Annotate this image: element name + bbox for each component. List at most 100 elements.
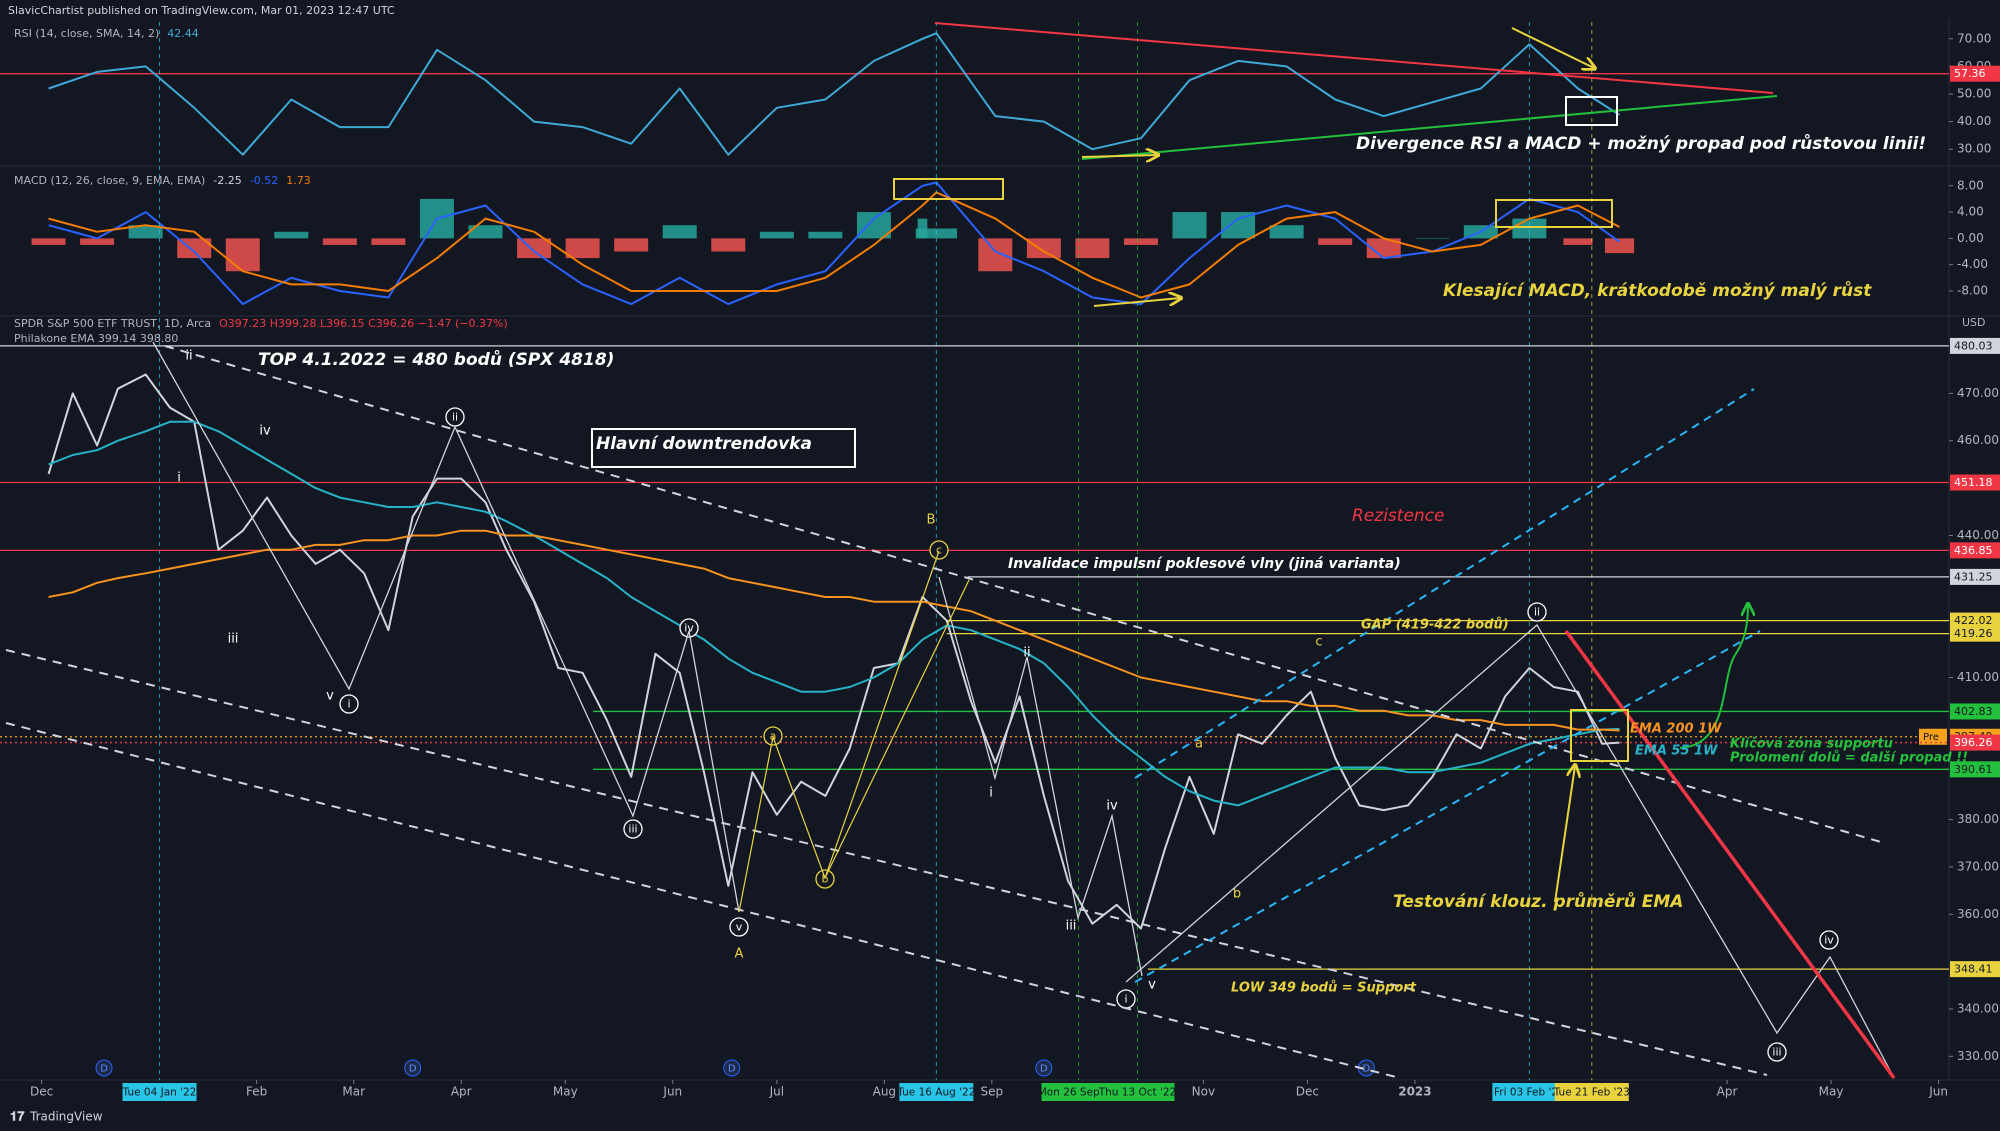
annotation: GAP (419-422 bodů) bbox=[1361, 618, 1509, 633]
wave-label: iii bbox=[1772, 1046, 1781, 1059]
histogram-bar bbox=[917, 218, 928, 239]
price-label-bg bbox=[1950, 612, 2000, 629]
histogram-bar bbox=[177, 238, 212, 259]
legend-title: MACD (12, 26, close, 9, EMA, EMA) bbox=[14, 174, 205, 187]
histogram-bar bbox=[468, 225, 503, 239]
date-marker-bg bbox=[1100, 1083, 1175, 1101]
price-label-bg bbox=[1950, 337, 2000, 354]
x-tick-label: Dec bbox=[30, 1085, 53, 1099]
wave-circle bbox=[623, 819, 643, 839]
histogram-bar bbox=[1123, 238, 1158, 245]
legends: RSI (14, close, SMA, 14, 2) 42.44 MACD (1… bbox=[14, 27, 1986, 345]
publisher: SlavicChartist published on TradingView.… bbox=[8, 4, 395, 17]
wave-label: i bbox=[1124, 993, 1127, 1006]
histogram-bar bbox=[128, 225, 163, 239]
histogram-bar bbox=[274, 231, 309, 239]
x-tick-label: Jun bbox=[1928, 1085, 1948, 1099]
y-tick-label: 30.00 bbox=[1957, 142, 1991, 156]
wave-label: c bbox=[936, 544, 942, 557]
wave-label: iii bbox=[628, 823, 637, 836]
annotation: Klesající MACD, krátkodobě možný malý rů… bbox=[1443, 280, 1872, 301]
annotation: LOW 349 bodů = Support bbox=[1231, 981, 1417, 996]
wave-label: i bbox=[347, 698, 350, 711]
line-series bbox=[48, 420, 1620, 807]
histogram-bar bbox=[614, 238, 649, 252]
legend-title: RSI (14, close, SMA, 14, 2) bbox=[14, 27, 159, 40]
histogram-bar bbox=[1318, 238, 1353, 245]
x-tick-label: Apr bbox=[451, 1085, 472, 1099]
date-marker-bg bbox=[899, 1083, 974, 1101]
wave-label: iv bbox=[1824, 934, 1834, 947]
annotation: Hlavní downtrendovka bbox=[596, 434, 812, 454]
dividend-label: D bbox=[1040, 1064, 1048, 1075]
legend-indicator: Philakone EMA 399.14 398.80 bbox=[14, 332, 178, 345]
wave-label: iii bbox=[228, 632, 239, 647]
y-tick-label: 340.00 bbox=[1957, 1001, 1999, 1015]
wave-label: v bbox=[326, 689, 334, 704]
wave-label: iv bbox=[1106, 799, 1118, 814]
dividend-label: D bbox=[1363, 1064, 1371, 1075]
date-marker-label: Tue 16 Aug '22 bbox=[896, 1087, 975, 1099]
drawings bbox=[5, 22, 1896, 1080]
price-label: 396.26 bbox=[1954, 736, 1993, 749]
date-marker-label: Fri 03 Feb '23 bbox=[1494, 1087, 1565, 1099]
price-label: 431.25 bbox=[1954, 570, 1993, 583]
histogram-bar bbox=[978, 238, 1013, 272]
wave-label: A bbox=[735, 947, 744, 962]
histogram-bar bbox=[856, 212, 891, 239]
price-tag: Pre bbox=[1923, 732, 1939, 743]
wave-label: v bbox=[736, 921, 743, 934]
line-series bbox=[47, 373, 1620, 930]
price-label-bg bbox=[1950, 65, 2000, 82]
histogram-bar bbox=[1366, 238, 1401, 259]
legend-value: -2.25 bbox=[213, 174, 241, 187]
wave-circle bbox=[679, 618, 699, 638]
annotation: TOP 4.1.2022 = 480 bodů (SPX 4818) bbox=[258, 349, 614, 370]
footer: 𝟏𝟕 TradingView bbox=[10, 1110, 103, 1125]
price-label: 422.02 bbox=[1954, 614, 1993, 627]
histogram-bar bbox=[371, 238, 406, 245]
y-tick-label: 440.00 bbox=[1957, 528, 1999, 542]
price-label-bg bbox=[1950, 734, 2000, 751]
y-tick-label: 40.00 bbox=[1957, 114, 1991, 128]
y-tick-label: 380.00 bbox=[1957, 812, 1999, 826]
y-tick-label: 70.00 bbox=[1957, 31, 1991, 45]
y-tick-label: 370.00 bbox=[1957, 859, 1999, 873]
line-series bbox=[48, 529, 1620, 732]
wave-circle bbox=[729, 917, 749, 937]
price-label-bg bbox=[1950, 961, 2000, 978]
wave-label: iv bbox=[684, 622, 694, 635]
date-marker-bg bbox=[1041, 1083, 1116, 1101]
series-label: EMA 55 1W bbox=[1635, 744, 1718, 759]
line-series bbox=[48, 191, 1620, 299]
price-label-bg bbox=[1950, 761, 2000, 778]
histogram-bar bbox=[1415, 238, 1450, 239]
currency: USD bbox=[1962, 316, 1986, 329]
histogram-bar bbox=[1269, 225, 1304, 239]
wave-label: i bbox=[989, 786, 993, 801]
legend: MACD (12, 26, close, 9, EMA, EMA) -2.25 -0… bbox=[14, 174, 311, 187]
annotation: Testování klouz. průměrů EMA bbox=[1393, 891, 1683, 912]
histogram-bar bbox=[1075, 238, 1110, 259]
dividend-label: D bbox=[100, 1064, 108, 1075]
y-tick-label: 4.00 bbox=[1957, 205, 1984, 219]
y-tick-label: 460.00 bbox=[1957, 433, 1999, 447]
price-label: 390.61 bbox=[1954, 763, 1993, 776]
histogram-bar bbox=[1172, 212, 1207, 239]
x-tick-label: May bbox=[553, 1085, 578, 1099]
date-marker-label: Thu 13 Oct '22 bbox=[1098, 1087, 1177, 1099]
histogram-bar bbox=[808, 231, 843, 239]
legend-title: SPDR S&P 500 ETF TRUST, 1D, Arca bbox=[14, 317, 211, 330]
price-label-bg bbox=[1950, 568, 2000, 585]
legend-value: 1.73 bbox=[286, 174, 311, 187]
wave-label: b bbox=[1233, 887, 1241, 902]
wave-label: v bbox=[1148, 978, 1156, 993]
x-tick-label: 2023 bbox=[1398, 1085, 1431, 1099]
legend: SPDR S&P 500 ETF TRUST, 1D, Arca O397.23 … bbox=[14, 317, 508, 330]
price-label: 348.41 bbox=[1954, 963, 1993, 976]
legend: RSI (14, close, SMA, 14, 2) 42.44 bbox=[14, 27, 199, 40]
x-tick-label: Feb bbox=[246, 1085, 267, 1099]
footer-brand: TradingView bbox=[29, 1110, 103, 1124]
histogram-bar bbox=[225, 238, 260, 272]
